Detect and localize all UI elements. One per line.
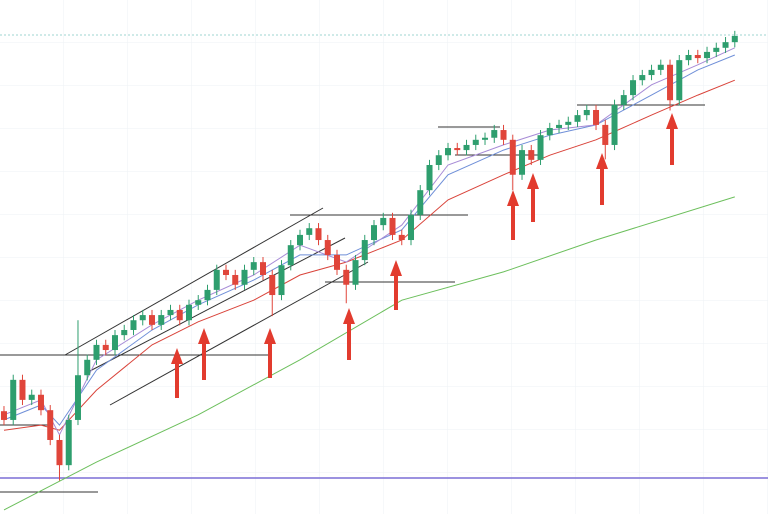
candle-body (37, 394, 44, 411)
candle-body (56, 439, 63, 466)
candle-body (232, 274, 239, 285)
arrow (527, 173, 539, 222)
candle-body (463, 144, 470, 151)
candle-body (509, 139, 516, 175)
candle-body (176, 309, 183, 321)
candle-body (685, 54, 692, 61)
arrow (264, 328, 276, 378)
candle-body (630, 80, 637, 96)
candle-body (148, 315, 155, 325)
arrow (666, 113, 678, 165)
candle-body (620, 95, 627, 105)
candle-body (0, 411, 7, 420)
candle-body (426, 164, 433, 191)
candle-body (185, 304, 192, 321)
candle-body (19, 379, 26, 400)
arrow (596, 153, 608, 205)
candle-body (65, 419, 72, 466)
candle-body (287, 245, 294, 266)
candle-body (343, 269, 350, 285)
candle-body (482, 137, 489, 140)
candle-body (84, 359, 91, 376)
candle-body (315, 228, 322, 241)
candle-body (102, 344, 109, 351)
candle-body (93, 344, 100, 360)
arrow (198, 328, 210, 380)
candle-body (167, 309, 174, 316)
candle-body (537, 135, 544, 160)
arrow (343, 308, 355, 360)
candle-body (139, 315, 146, 321)
candle-body (74, 375, 81, 420)
candle-body (408, 214, 415, 241)
candle-body (204, 289, 211, 301)
candle-body (676, 60, 683, 101)
candle-body (528, 150, 535, 160)
candle-body (371, 225, 378, 241)
candle-body (10, 379, 17, 420)
candle-body (731, 35, 738, 43)
candle-body (417, 190, 424, 215)
candle-body (222, 269, 229, 275)
candle-body (611, 104, 618, 145)
candle-body (28, 394, 35, 400)
candle-body (213, 269, 220, 290)
candle-body (195, 300, 202, 305)
arrow (507, 190, 519, 240)
candle-body (491, 130, 498, 138)
candle-body (602, 124, 609, 145)
candle-body (278, 265, 285, 296)
candle-body (639, 75, 646, 81)
candle-body (130, 320, 137, 330)
candle-body (47, 410, 54, 440)
candle-body (259, 262, 266, 275)
candle-body (500, 130, 507, 140)
candle-body (722, 42, 729, 48)
arrows (171, 113, 678, 398)
candle-body (380, 217, 387, 226)
candle-body (297, 234, 304, 246)
candle-body (121, 329, 128, 336)
candle-body (445, 148, 452, 156)
candle-body (324, 240, 331, 255)
channel-line (64, 207, 324, 356)
candle-body (472, 139, 479, 145)
candle-body (250, 262, 257, 270)
candle-body (352, 260, 359, 285)
candle-body (694, 54, 701, 59)
candle-body (269, 274, 276, 296)
candle-body (389, 217, 396, 235)
candle-body (546, 127, 553, 136)
candle-body (111, 335, 118, 351)
candle-body (574, 115, 581, 122)
candle-body (565, 121, 572, 125)
channel-line (87, 237, 346, 373)
arrow (390, 260, 402, 310)
arrow (171, 348, 183, 398)
candle-body (519, 150, 526, 175)
candle-body (158, 315, 165, 325)
candle-body (657, 64, 664, 70)
candle-body (704, 51, 711, 59)
candle-body (593, 109, 600, 125)
candle-body (556, 124, 563, 128)
candle-body (398, 234, 405, 241)
candle-body (241, 269, 248, 285)
candle-body (648, 69, 655, 76)
candle-body (361, 240, 368, 261)
candle-body (454, 148, 461, 151)
candle-body (334, 254, 341, 270)
candle-body (306, 228, 313, 235)
channel-line (109, 261, 369, 406)
candle-body (713, 47, 720, 52)
candle-body (667, 64, 674, 101)
candle-body (583, 109, 590, 116)
candle-body (435, 155, 442, 165)
